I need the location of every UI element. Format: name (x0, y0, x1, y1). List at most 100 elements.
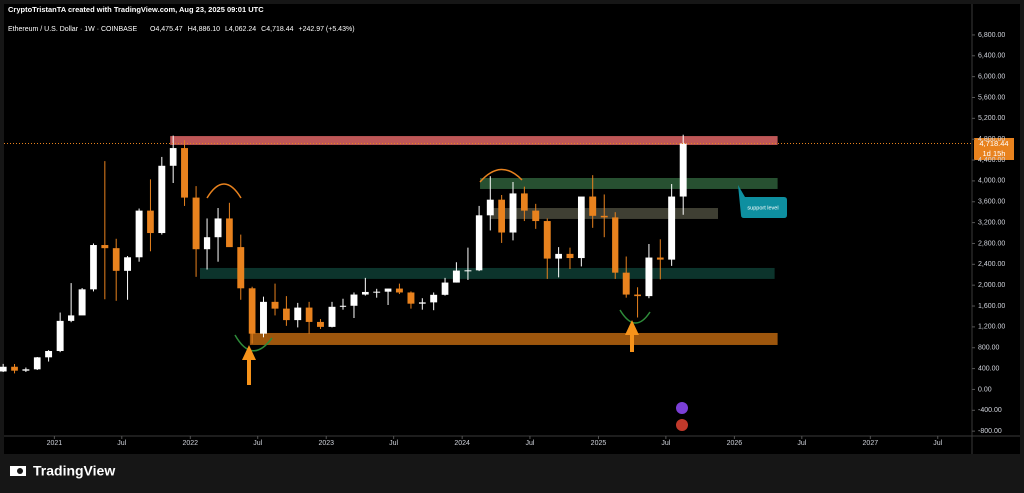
y-tick-label: 4,800.00 (978, 136, 1005, 143)
candle-body (350, 294, 358, 306)
y-tick-label: 1,200.00 (978, 324, 1005, 331)
icon (676, 402, 688, 414)
y-tick-label: 400.00 (978, 365, 1000, 372)
x-tick-label: Jul (797, 440, 806, 447)
candle-body (679, 143, 687, 197)
candle-body (395, 288, 403, 293)
candle-body (589, 196, 597, 216)
candle-body (498, 199, 505, 233)
annotation: support level (747, 205, 778, 211)
candle-body (0, 366, 7, 372)
candle-body (33, 357, 41, 370)
candle-body (158, 165, 166, 234)
zone (170, 136, 778, 145)
candle-body (509, 193, 517, 233)
candle-body (668, 196, 676, 260)
candle-body (90, 245, 97, 290)
last-price: 4,718.44 (979, 139, 1008, 148)
zone (480, 177, 778, 189)
x-tick-label: 2022 (183, 440, 199, 447)
x-tick-label: Jul (117, 440, 126, 447)
y-tick-label: 800.00 (978, 345, 1000, 352)
y-tick-label: 6,800.00 (978, 32, 1005, 39)
candle-body (294, 307, 302, 321)
arrow (625, 320, 639, 352)
candle-body (361, 291, 369, 295)
ohlc-legend: C4,718.44 (261, 26, 293, 33)
candle-body (521, 193, 528, 211)
candle-body (260, 301, 267, 334)
arc (619, 309, 651, 324)
candle-body (475, 215, 483, 271)
candle-body (78, 289, 86, 316)
candle-body (124, 257, 132, 271)
y-tick-label: 1,600.00 (978, 303, 1005, 310)
candle-body (305, 307, 313, 322)
ohlc-legend: O4,475.47 (150, 26, 183, 33)
brand: TradingView (33, 463, 115, 479)
y-tick-label: 4,000.00 (978, 178, 1005, 185)
candle-body (622, 272, 630, 295)
symbol: Ethereum / U.S. Dollar · 1W · COINBASE (8, 26, 137, 33)
candle-body (22, 369, 30, 371)
candle-body (532, 210, 540, 222)
x-tick-label: Jul (389, 440, 398, 447)
candle-body (328, 306, 336, 327)
header: CryptoTristanTA created with TradingView… (8, 5, 264, 14)
ohlc-legend: L4,062.24 (225, 26, 256, 33)
candle-body (248, 288, 256, 334)
candle-body (600, 215, 608, 218)
candle-body (384, 288, 392, 292)
candle-body (169, 148, 177, 166)
y-tick-label: 6,000.00 (978, 73, 1005, 80)
candle-body (464, 270, 472, 272)
icon (676, 419, 688, 431)
candle-body (543, 221, 551, 259)
y-tick-label: 5,600.00 (978, 94, 1005, 101)
x-tick-label: Jul (661, 440, 670, 447)
zone (249, 332, 778, 345)
candle-body (339, 305, 347, 307)
y-tick-label: 2,400.00 (978, 261, 1005, 268)
candle-body (316, 321, 324, 327)
candle-body (214, 218, 222, 238)
x-tick-label: Jul (933, 440, 942, 447)
y-tick-label: 2,000.00 (978, 282, 1005, 289)
arc (479, 168, 523, 183)
y-tick-label: 5,200.00 (978, 115, 1005, 122)
callout (738, 185, 787, 218)
candle-body (11, 366, 18, 371)
arc (206, 183, 242, 199)
candle-body (486, 199, 494, 216)
candle-body (566, 253, 574, 259)
y-tick-label: 4,400.00 (978, 157, 1005, 164)
arrow (242, 345, 256, 385)
candle-body (237, 247, 245, 289)
candle-body (441, 282, 449, 295)
y-tick-label: 3,200.00 (978, 219, 1005, 226)
candle-body (135, 210, 143, 258)
candle-body (192, 197, 200, 250)
y-tick-label: 0.00 (978, 386, 992, 393)
x-tick-label: 2025 (591, 440, 607, 447)
candle-body (181, 148, 188, 198)
candle-body (430, 294, 438, 303)
candle-body (68, 315, 75, 321)
x-tick-label: 2023 (318, 440, 334, 447)
zone (199, 267, 775, 279)
x-tick-label: Jul (525, 440, 534, 447)
y-tick-label: 6,400.00 (978, 53, 1005, 60)
y-tick-label: 3,600.00 (978, 199, 1005, 206)
x-tick-label: 2024 (454, 440, 470, 447)
ohlc-legend: H4,886.10 (188, 26, 220, 33)
candle-body (226, 218, 233, 248)
candle-body (271, 301, 279, 309)
y-tick-label: -800.00 (978, 428, 1002, 435)
candle-body (418, 302, 426, 304)
candle-body (147, 210, 154, 234)
arc (234, 334, 273, 352)
x-tick-label: 2027 (863, 440, 879, 447)
candle-body (45, 351, 53, 358)
candle-body (112, 248, 120, 271)
